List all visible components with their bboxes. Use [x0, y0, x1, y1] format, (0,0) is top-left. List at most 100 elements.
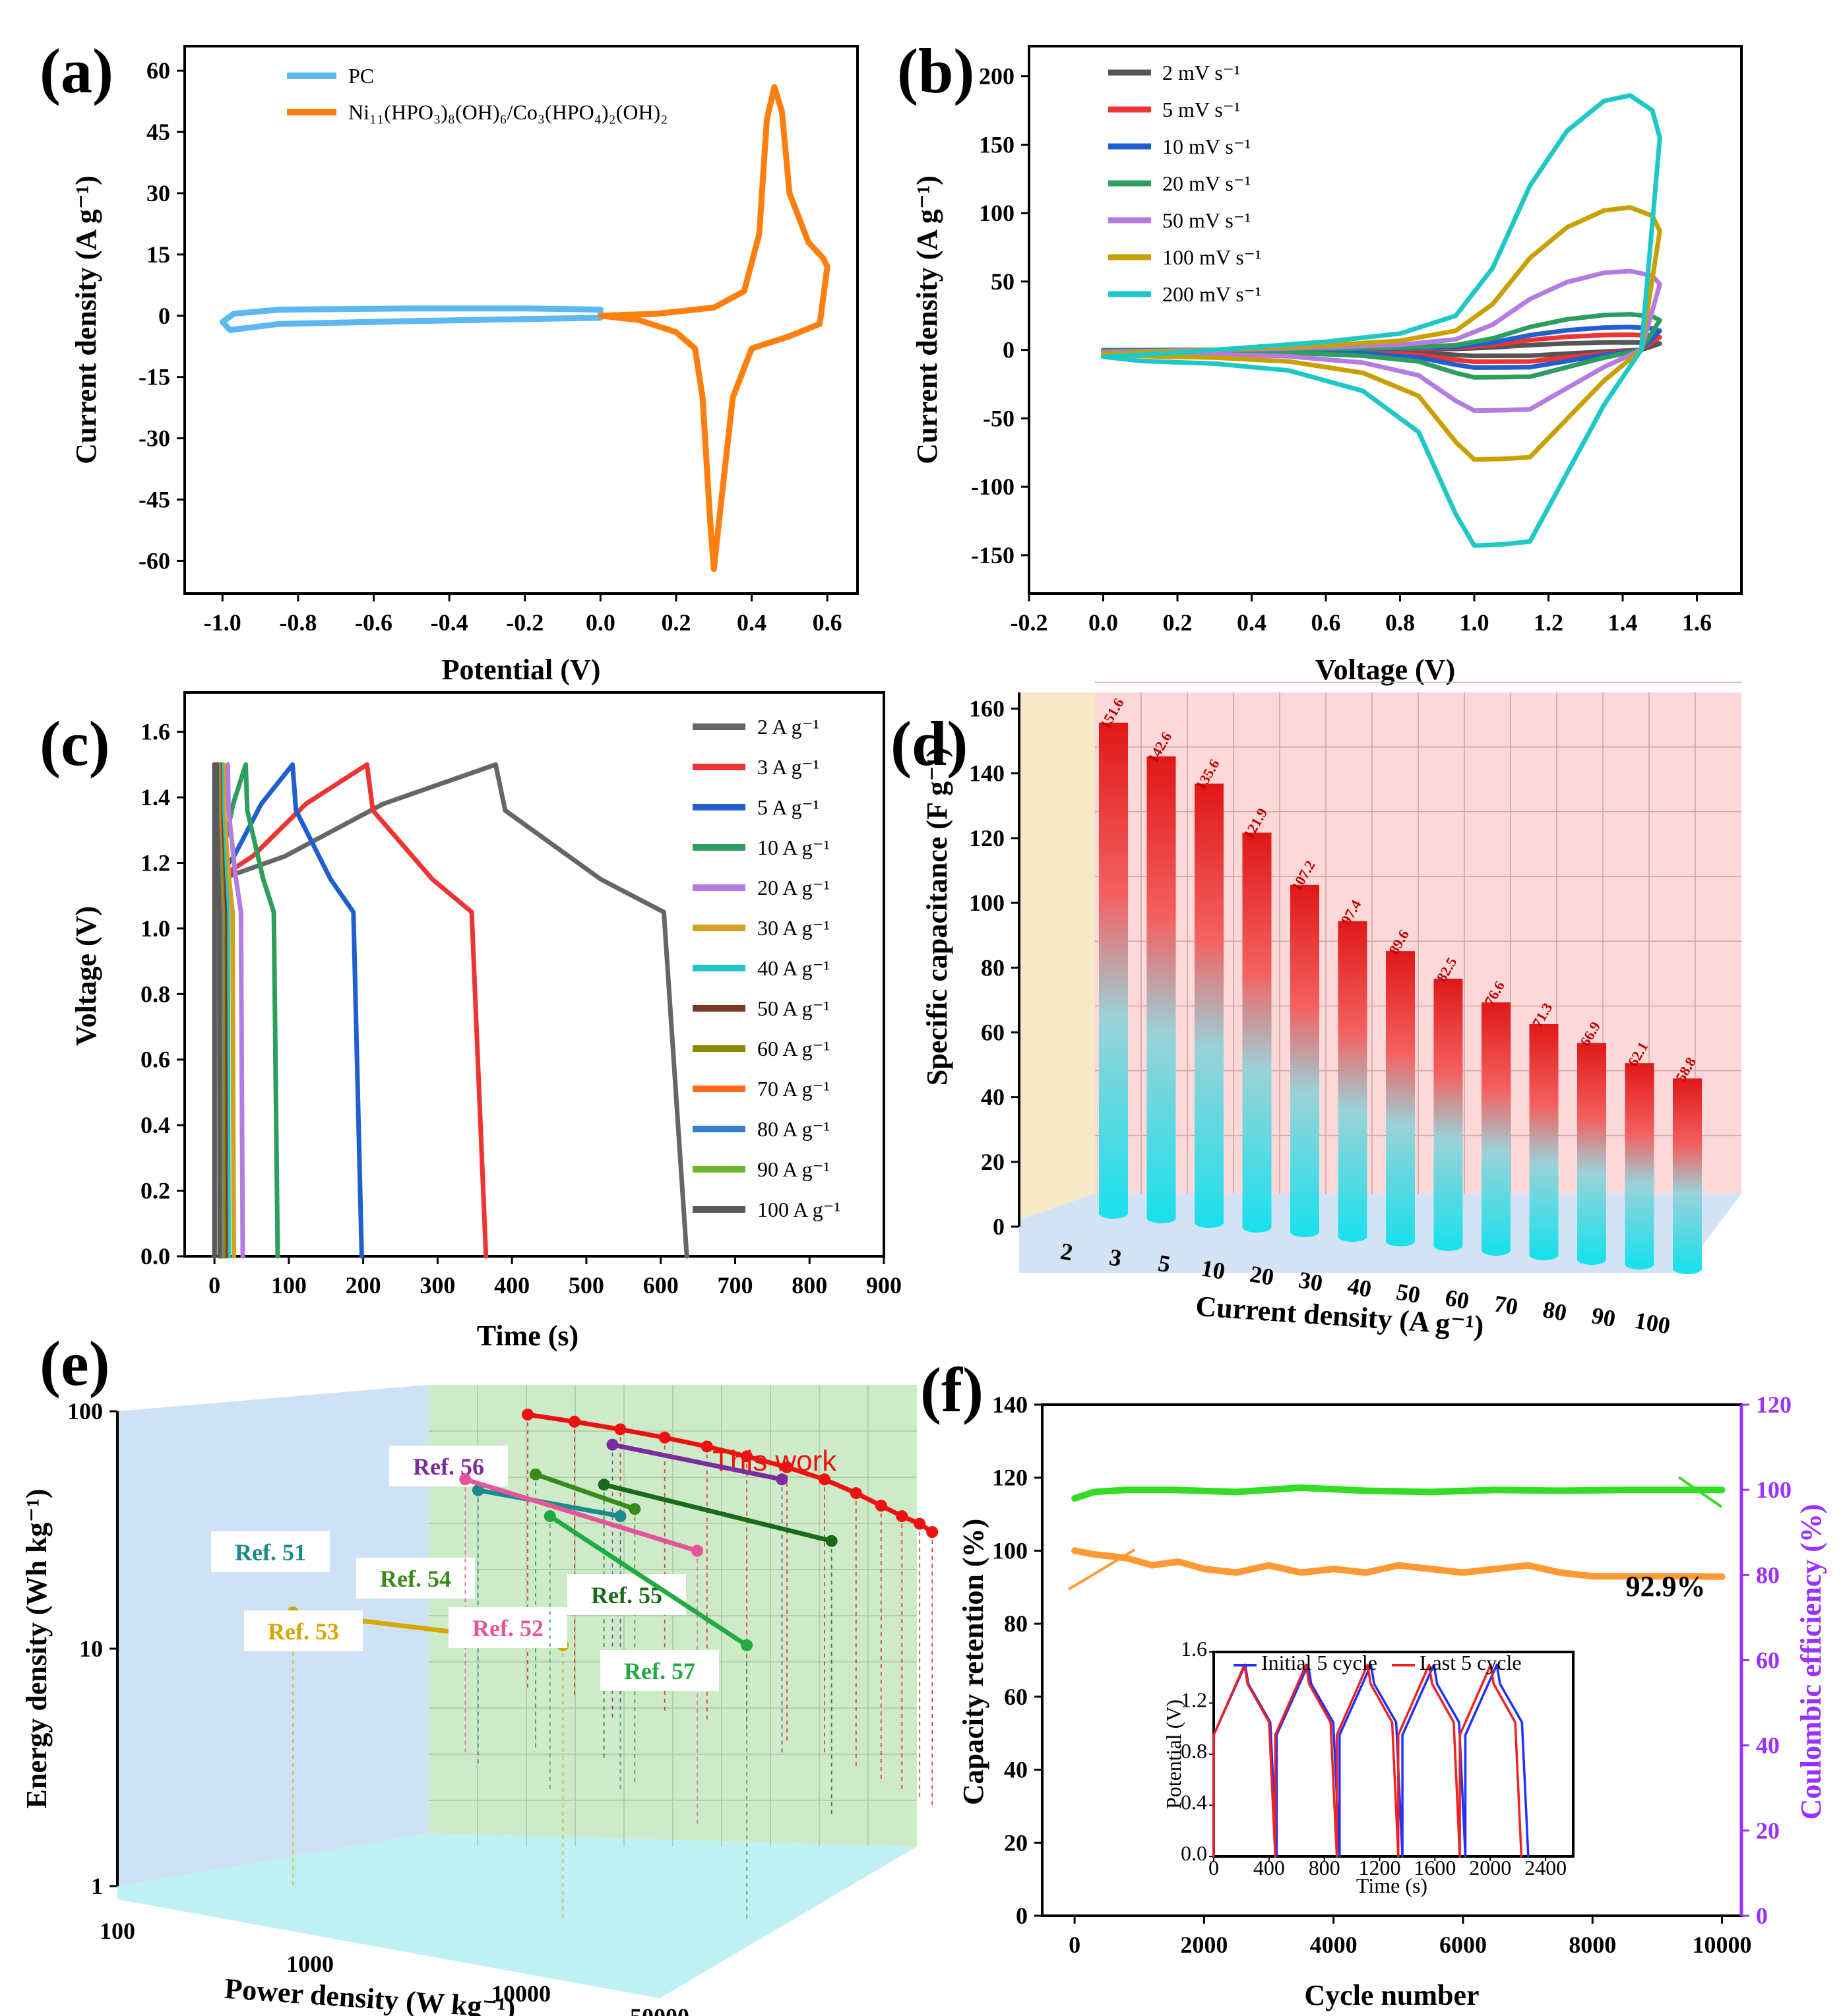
c-series-gcd: [212, 762, 689, 1259]
e-point: [701, 1440, 713, 1453]
c-y-tick-label: 0.6: [141, 1047, 170, 1073]
e-series-line: [610, 1442, 784, 1482]
c-y-tick-label: 0.2: [141, 1178, 170, 1204]
b-legend-label: 100 mV s⁻¹: [1162, 245, 1261, 269]
f-inset-y-tick-label: 0.4: [1181, 1790, 1207, 1814]
b-x-tick-label: 1.0: [1460, 609, 1489, 636]
c-x-tick-label: 600: [643, 1272, 679, 1298]
f-inset-ylabel: Potential (V): [1162, 1699, 1185, 1809]
d-x-tick-label: 90: [1590, 1302, 1617, 1332]
b-ylabel: Current density (A g⁻¹): [911, 175, 943, 464]
d-x-tick-label: 100: [1633, 1307, 1672, 1339]
b-x-tick-label: 0.0: [1088, 609, 1118, 636]
d-y-tick-label: 80: [981, 954, 1005, 981]
d-x-tick-label: 40: [1346, 1272, 1373, 1302]
b-x-tick-label: 0.4: [1237, 609, 1266, 636]
e-series-line: [602, 1482, 834, 1544]
b-legend-label: 200 mV s⁻¹: [1162, 282, 1261, 306]
d-bar: [1386, 951, 1415, 1241]
e-annotation-box: [389, 1446, 508, 1486]
b-legend-label: 10 mV s⁻¹: [1162, 135, 1251, 158]
a-y-tick-label: 15: [146, 241, 170, 268]
f-y-tick-label: 40: [1004, 1757, 1028, 1783]
e-point: [521, 1408, 534, 1420]
d-bar-base: [1099, 1208, 1128, 1219]
e-point: [741, 1639, 753, 1651]
b-series-cv: [1101, 268, 1662, 413]
e-point: [781, 1461, 794, 1473]
d-y-tick-label: 120: [969, 825, 1005, 851]
b-series-cv: [1101, 93, 1662, 548]
c-x-tick-label: 300: [420, 1272, 455, 1298]
c-x-tick-label: 500: [569, 1272, 604, 1298]
c-legend-label: 20 A g⁻¹: [757, 876, 830, 900]
f-inset-y-tick-label: 0.8: [1181, 1739, 1207, 1763]
a-series-pc: [219, 305, 604, 333]
b-x-tick-label: 0.2: [1163, 609, 1193, 636]
f-inset-legend-label: Last 5 cycle: [1420, 1651, 1522, 1674]
f-inset-x-tick-label: 800: [1309, 1856, 1340, 1879]
e-point: [914, 1517, 926, 1530]
f-ylabel: Capacity retention (%): [957, 1519, 989, 1805]
b-y-tick-label: 0: [1003, 337, 1015, 363]
f-y2-tick-label: 80: [1756, 1562, 1780, 1588]
a-x-tick-label: -0.4: [431, 609, 468, 636]
b-y-tick-label: 200: [979, 63, 1015, 90]
a-y-tick-label: 0: [158, 303, 170, 329]
e-ylabel: Energy density (Wh kg⁻¹): [20, 1488, 53, 1808]
d-bar-base: [1386, 1236, 1415, 1246]
plot-b-frame: [1028, 45, 1743, 595]
d-y-tick-label: 160: [969, 696, 1005, 722]
f-y-tick-label: 60: [1004, 1684, 1028, 1710]
e-point: [741, 1450, 753, 1463]
f-y-tick-label: 120: [992, 1465, 1028, 1491]
e-floor: [117, 1833, 917, 1998]
a-x-tick-label: -0.6: [355, 609, 392, 636]
f-y-tick-label: 80: [1004, 1610, 1028, 1637]
d-x-tick-label: 10: [1199, 1254, 1227, 1285]
c-series-gcd: [212, 762, 364, 1259]
c-legend-label: 90 A g⁻¹: [757, 1157, 830, 1181]
f-y2-tick-label: 0: [1756, 1903, 1768, 1929]
d-bar: [1195, 783, 1224, 1223]
f-series-retention: [1071, 1547, 1726, 1580]
b-y-tick-label: -150: [971, 542, 1015, 568]
c-x-tick-label: 700: [717, 1272, 753, 1298]
b-y-tick-label: 150: [979, 131, 1015, 158]
e-point: [568, 1415, 580, 1428]
panel-label-b: (b): [897, 36, 974, 106]
d-side-wall: [1019, 692, 1095, 1220]
c-y-tick-label: 0.0: [141, 1243, 170, 1269]
e-annotation-box: [356, 1558, 475, 1599]
d-bar-base: [1482, 1245, 1511, 1256]
c-series-gcd: [212, 762, 222, 1259]
e-point: [606, 1438, 619, 1451]
e-point: [896, 1510, 908, 1523]
b-series-cv: [1101, 205, 1662, 462]
e-point: [658, 1431, 671, 1444]
a-y-tick-label: 45: [146, 119, 170, 145]
e-y-tick-label: 100: [67, 1398, 103, 1424]
plot-f-frame: [1041, 1403, 1743, 1917]
c-x-tick-label: 900: [866, 1272, 902, 1298]
e-annotation-label: This work: [712, 1445, 837, 1477]
f-inset-x-tick-label: 2000: [1469, 1856, 1511, 1879]
d-bar: [1673, 1078, 1702, 1269]
f-x-tick-label: 4000: [1310, 1932, 1358, 1958]
c-y-tick-label: 1.4: [141, 784, 170, 810]
b-legend-label: 50 mV s⁻¹: [1162, 208, 1251, 232]
e-annotation-label: Ref. 54: [380, 1566, 451, 1592]
d-bar: [1146, 756, 1176, 1218]
d-bar-base: [1673, 1264, 1702, 1274]
panel-label-c: (c): [40, 708, 110, 779]
d-y-tick-label: 0: [993, 1213, 1005, 1240]
d-bar-base: [1338, 1231, 1367, 1242]
d-bar: [1242, 832, 1272, 1227]
a-x-tick-label: -0.2: [506, 609, 544, 636]
b-x-tick-label: -0.2: [1011, 609, 1048, 636]
a-y-tick-label: -30: [139, 425, 170, 452]
b-xlabel: Voltage (V): [1315, 654, 1455, 686]
c-legend-label: 60 A g⁻¹: [757, 1037, 830, 1060]
f-inset-xlabel: Time (s): [1356, 1874, 1427, 1897]
e-point: [691, 1544, 703, 1557]
